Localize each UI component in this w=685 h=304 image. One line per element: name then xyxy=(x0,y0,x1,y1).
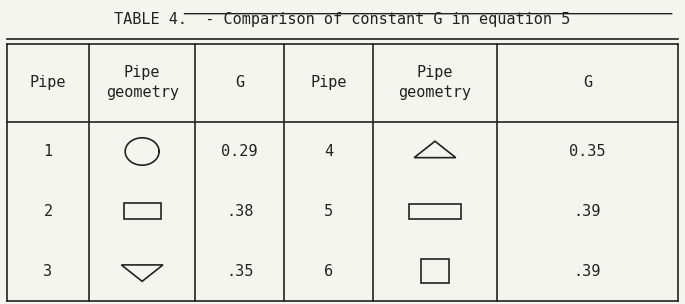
Text: Pipe: Pipe xyxy=(29,75,66,90)
Text: .38: .38 xyxy=(226,204,253,219)
Text: G: G xyxy=(235,75,245,90)
Text: Pipe
geometry: Pipe geometry xyxy=(105,65,179,100)
Text: Pipe: Pipe xyxy=(310,75,347,90)
Text: .35: .35 xyxy=(226,264,253,278)
Text: Pipe
geometry: Pipe geometry xyxy=(399,65,471,100)
Text: 1: 1 xyxy=(43,144,53,159)
Text: G: G xyxy=(583,75,592,90)
Text: 2: 2 xyxy=(43,204,53,219)
Text: 0.35: 0.35 xyxy=(569,144,606,159)
Text: .39: .39 xyxy=(574,204,601,219)
Text: 5: 5 xyxy=(324,204,334,219)
Text: 4: 4 xyxy=(324,144,334,159)
Text: 3: 3 xyxy=(43,264,53,278)
Text: 6: 6 xyxy=(324,264,334,278)
Text: TABLE 4.  - Comparison of constant G in equation 5: TABLE 4. - Comparison of constant G in e… xyxy=(114,12,571,27)
Text: .39: .39 xyxy=(574,264,601,278)
Text: 0.29: 0.29 xyxy=(221,144,258,159)
